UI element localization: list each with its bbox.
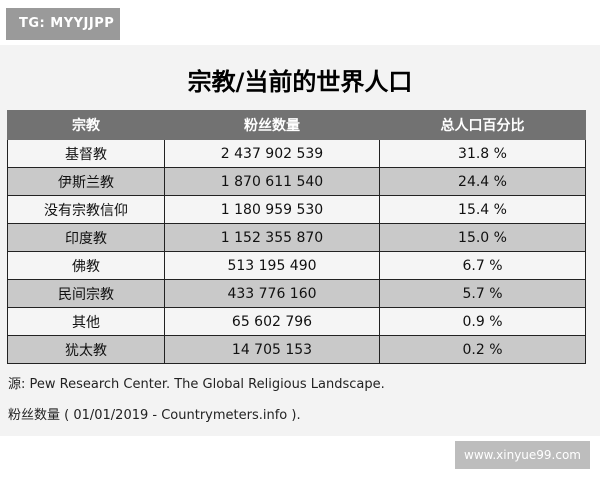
table-row: 没有宗教信仰 1 180 959 530 15.4 % <box>7 195 586 224</box>
population-cell: 513 195 490 <box>164 251 380 280</box>
header-population: 粉丝数量 <box>164 110 380 140</box>
table-row: 其他 65 602 796 0.9 % <box>7 307 586 336</box>
percentage-cell: 24.4 % <box>379 167 586 196</box>
population-cell: 2 437 902 539 <box>164 139 380 168</box>
table-row: 佛教 513 195 490 6.7 % <box>7 251 586 280</box>
percentage-cell: 15.4 % <box>379 195 586 224</box>
header-religion: 宗教 <box>7 110 165 140</box>
percentage-cell: 0.9 % <box>379 307 586 336</box>
population-count-note: 粉丝数量 ( 01/01/2019 - Countrymeters.info )… <box>8 408 301 423</box>
religion-cell: 其他 <box>7 307 165 336</box>
percentage-cell: 15.0 % <box>379 223 586 252</box>
population-cell: 433 776 160 <box>164 279 380 308</box>
religion-cell: 伊斯兰教 <box>7 167 165 196</box>
channel-tag: TG: MYYJJPP <box>6 8 120 40</box>
religion-cell: 民间宗教 <box>7 279 165 308</box>
table-row: 印度教 1 152 355 870 15.0 % <box>7 223 586 252</box>
percentage-cell: 6.7 % <box>379 251 586 280</box>
religion-cell: 犹太教 <box>7 335 165 364</box>
table-row: 民间宗教 433 776 160 5.7 % <box>7 279 586 308</box>
percentage-cell: 31.8 % <box>379 139 586 168</box>
header-percentage: 总人口百分比 <box>379 110 586 140</box>
population-cell: 1 152 355 870 <box>164 223 380 252</box>
site-watermark: www.xinyue99.com <box>455 441 590 469</box>
population-cell: 1 180 959 530 <box>164 195 380 224</box>
population-cell: 65 602 796 <box>164 307 380 336</box>
table-header-row: 宗教 粉丝数量 总人口百分比 <box>7 110 586 140</box>
population-cell: 1 870 611 540 <box>164 167 380 196</box>
table-row: 伊斯兰教 1 870 611 540 24.4 % <box>7 167 586 196</box>
religion-cell: 基督教 <box>7 139 165 168</box>
religion-population-table: 宗教 粉丝数量 总人口百分比 基督教 2 437 902 539 31.8 % … <box>7 110 586 364</box>
percentage-cell: 5.7 % <box>379 279 586 308</box>
population-cell: 14 705 153 <box>164 335 380 364</box>
source-note: 源: Pew Research Center. The Global Relig… <box>8 377 385 392</box>
religion-cell: 印度教 <box>7 223 165 252</box>
religion-cell: 佛教 <box>7 251 165 280</box>
table-row: 基督教 2 437 902 539 31.8 % <box>7 139 586 168</box>
percentage-cell: 0.2 % <box>379 335 586 364</box>
religion-cell: 没有宗教信仰 <box>7 195 165 224</box>
table-row: 犹太教 14 705 153 0.2 % <box>7 335 586 364</box>
page-title: 宗教/当前的世界人口 <box>187 68 413 96</box>
